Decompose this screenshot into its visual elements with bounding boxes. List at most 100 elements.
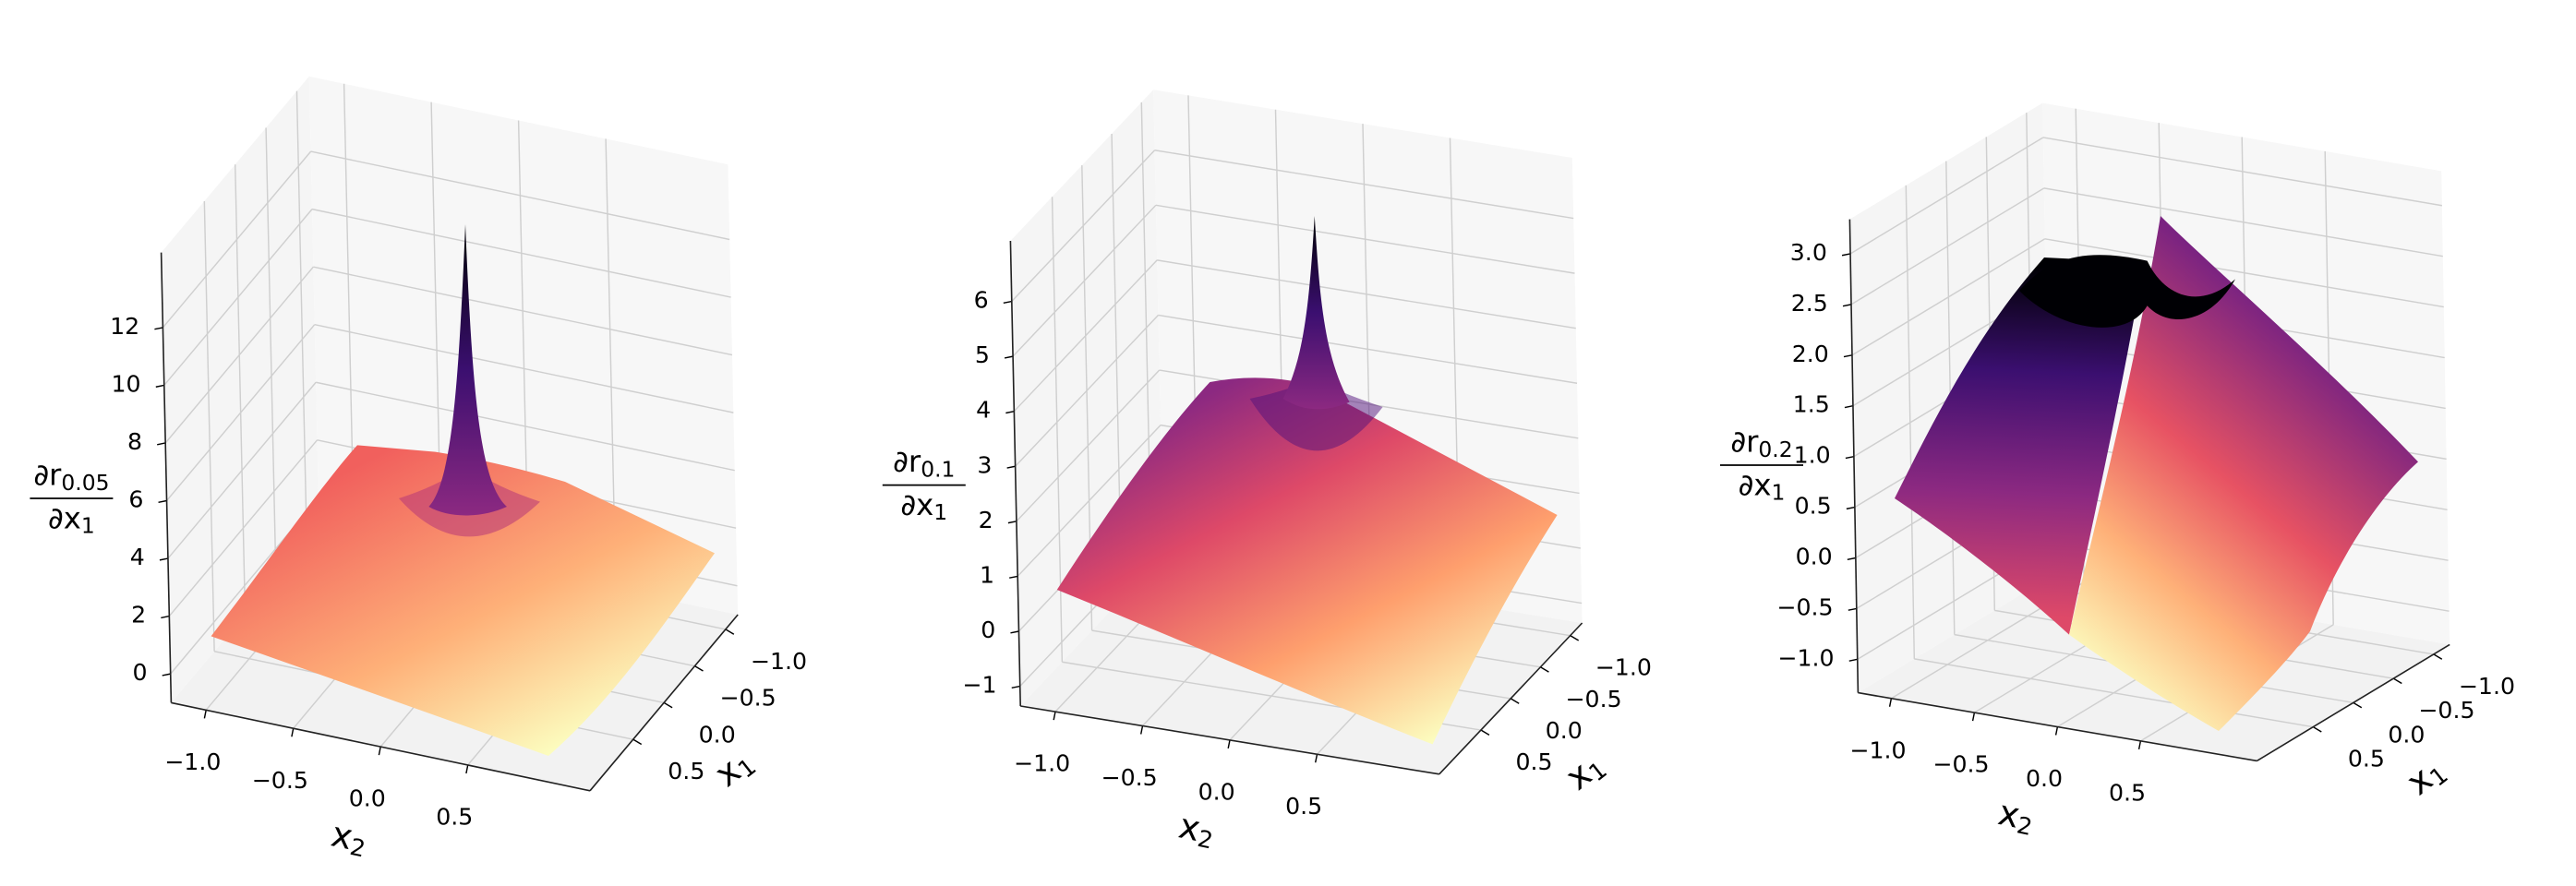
tick-mark bbox=[1139, 725, 1144, 735]
grid-line bbox=[164, 266, 314, 444]
tick-mark bbox=[465, 764, 469, 774]
x2-axis-label: x2 bbox=[1175, 805, 1219, 854]
z-tick-label: −1 bbox=[962, 672, 996, 699]
z-axis-label: ∂x1 bbox=[900, 487, 947, 525]
z-tick-label: 10 bbox=[112, 370, 141, 397]
z-tick-label: 8 bbox=[127, 428, 142, 455]
x1-axis-label: x1 bbox=[1558, 744, 1612, 799]
surface-peak bbox=[1282, 216, 1350, 410]
z-tick-label: −1.0 bbox=[1777, 644, 1834, 671]
axis-line bbox=[160, 252, 173, 703]
z-axis-label: ∂r0.2 bbox=[1730, 425, 1792, 462]
surface-peak bbox=[428, 224, 507, 516]
z-tick-label: 0 bbox=[132, 659, 147, 686]
tick-mark bbox=[1841, 253, 1851, 257]
grid-line bbox=[1850, 187, 2045, 305]
tick-mark bbox=[158, 499, 167, 504]
grid-line bbox=[1011, 150, 1156, 303]
grid-line bbox=[162, 150, 312, 329]
axis-line bbox=[1009, 240, 1022, 707]
axes: −1.0−0.50.00.5−1.0−0.50.00.5024681012x2x… bbox=[30, 252, 807, 863]
surface-dip bbox=[1249, 378, 1383, 451]
x1-tick-label: −1.0 bbox=[751, 648, 807, 675]
z-label-numerator: ∂r bbox=[33, 458, 62, 493]
z-tick-label: 2.0 bbox=[1792, 341, 1829, 367]
tick-mark bbox=[663, 701, 673, 709]
z-tick-label: 0.0 bbox=[1796, 544, 1833, 570]
x1-tick-label: 0.0 bbox=[699, 721, 736, 748]
x2-tick-label: −1.0 bbox=[1014, 750, 1070, 777]
grid-line bbox=[166, 324, 316, 501]
x1-axis-label: x1 bbox=[706, 740, 761, 796]
tick-mark bbox=[1971, 712, 1976, 722]
tick-mark bbox=[291, 728, 295, 737]
z-tick-label: 1.5 bbox=[1793, 391, 1830, 418]
x2-axis-label: x2 bbox=[328, 813, 371, 862]
axis-line bbox=[589, 614, 739, 792]
z-label-numerator-sub: 0.1 bbox=[921, 456, 955, 482]
z-tick-label: 2 bbox=[131, 602, 146, 629]
z-label-numerator-sub: 0.2 bbox=[1758, 436, 1792, 461]
z-axis-label: ∂r0.05 bbox=[33, 458, 109, 496]
z-label-denominator: ∂x bbox=[48, 500, 81, 535]
z-tick-label: 0.5 bbox=[1795, 493, 1832, 520]
tick-mark bbox=[1011, 685, 1020, 689]
tick-mark bbox=[2054, 726, 2059, 736]
grid-line bbox=[1851, 238, 2046, 356]
grid-line bbox=[314, 324, 734, 413]
z-label-denominator-sub: 1 bbox=[933, 499, 947, 525]
tick-mark bbox=[1010, 630, 1019, 634]
z-tick-label: 3.0 bbox=[1790, 239, 1827, 266]
tick-mark bbox=[1005, 410, 1015, 414]
x1-tick-label: 0.5 bbox=[2348, 746, 2385, 772]
grid-line bbox=[1155, 204, 1575, 274]
x1-axis-label: x1 bbox=[2399, 748, 2453, 804]
grid-line bbox=[1154, 150, 1574, 220]
z-label-numerator-sub: 0.05 bbox=[61, 469, 109, 495]
tick-mark bbox=[1845, 455, 1855, 460]
tick-mark bbox=[2312, 726, 2322, 733]
grid-line bbox=[163, 209, 313, 386]
grid-line bbox=[2042, 137, 2442, 207]
tick-mark bbox=[157, 442, 166, 446]
tick-mark bbox=[2353, 701, 2363, 709]
tick-mark bbox=[1227, 739, 1231, 749]
surface bbox=[1895, 216, 2418, 732]
axes: −1.0−0.50.00.5−1.0−0.50.00.5−1.0−0.50.00… bbox=[1720, 219, 2515, 841]
z-axis-label: ∂r0.1 bbox=[893, 444, 955, 482]
panel: −1.0−0.50.00.5−1.0−0.50.00.5−1.0−0.50.00… bbox=[1720, 102, 2515, 841]
axis-line bbox=[1438, 622, 1583, 775]
z-tick-label: 6 bbox=[128, 486, 143, 513]
tick-mark bbox=[632, 738, 643, 746]
x2-tick-label: −1.0 bbox=[1849, 736, 1906, 763]
x1-tick-label: 0.0 bbox=[2388, 721, 2425, 748]
tick-mark bbox=[155, 384, 164, 388]
surface-sheet bbox=[211, 445, 716, 757]
axis-line bbox=[171, 701, 591, 792]
tick-mark bbox=[1844, 405, 1854, 409]
x1-tick-label: −0.5 bbox=[719, 685, 776, 712]
tick-mark bbox=[1848, 658, 1858, 662]
tick-mark bbox=[1480, 729, 1490, 736]
z-tick-label: 6 bbox=[974, 287, 989, 314]
z-axis-label: ∂x1 bbox=[48, 500, 95, 538]
x1-tick-label: −1.0 bbox=[2459, 673, 2515, 700]
x2-tick-label: −1.0 bbox=[164, 748, 221, 775]
tick-mark bbox=[1009, 575, 1018, 579]
z-axis-label: ∂x1 bbox=[1739, 467, 1786, 505]
axis-label-sub: 2 bbox=[348, 833, 368, 863]
tick-mark bbox=[725, 629, 735, 635]
tick-mark bbox=[1006, 465, 1016, 469]
z-tick-label: 3 bbox=[977, 451, 992, 478]
grid-line bbox=[1158, 314, 1578, 384]
tick-mark bbox=[154, 327, 163, 330]
x1-tick-label: −0.5 bbox=[1565, 686, 1621, 712]
surface-sheet bbox=[2069, 216, 2418, 732]
tick-mark bbox=[1510, 698, 1520, 704]
grid-line bbox=[315, 381, 735, 472]
z-tick-label: 4 bbox=[130, 544, 145, 570]
tick-mark bbox=[162, 673, 171, 676]
axis-line bbox=[1858, 691, 2257, 762]
z-tick-label: 2 bbox=[979, 507, 993, 533]
